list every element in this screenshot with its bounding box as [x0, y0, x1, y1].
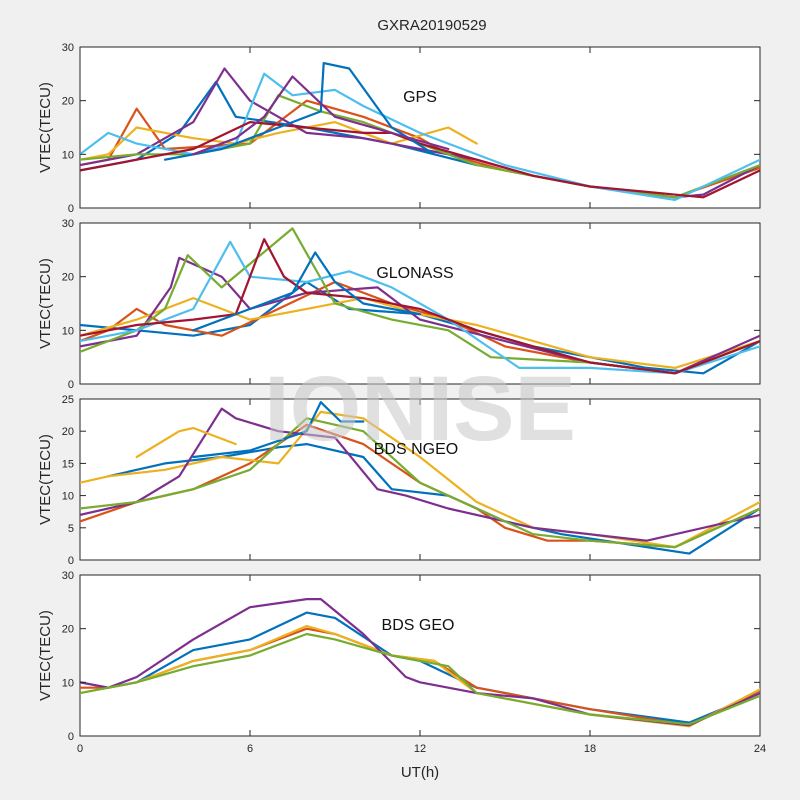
panel-1: 0 10 20 30 VTEC(TECU) GPS: [37, 42, 761, 215]
y-tick-label: 10: [62, 677, 74, 689]
panel-4: 0 10 20 30 0 6 12 18 24 VTEC(TECU) BDS GEO: [37, 570, 766, 755]
y-tick-label: 20: [62, 624, 74, 636]
y-tick-label: 30: [62, 218, 74, 230]
x-tick-label: 18: [584, 743, 596, 755]
series-line-8: [192, 251, 422, 332]
y-tick-label: 10: [62, 149, 74, 161]
y-tick-label: 20: [62, 426, 74, 438]
y-tick-label: 25: [62, 394, 74, 406]
y-axis-label: VTEC(TECU): [37, 434, 54, 525]
series-line-8: [163, 62, 436, 161]
x-tick-label: 6: [247, 743, 253, 755]
series-line-1: [80, 80, 478, 172]
panel-label: GLONASS: [376, 265, 453, 282]
series-group: [80, 62, 760, 201]
series-line-5: [80, 227, 760, 375]
y-tick-label: 20: [62, 96, 74, 108]
plot-area: [79, 46, 761, 209]
y-tick-label: 0: [68, 203, 74, 215]
series-line-3: [80, 121, 478, 161]
panel-label: BDS GEO: [382, 617, 455, 634]
plot-area: [79, 574, 761, 737]
y-tick-label: 30: [62, 570, 74, 582]
panel-3: 0 5 10 15 20 25 VTEC(TECU) BDS NGEO: [37, 394, 761, 567]
series-line-6: [192, 401, 365, 459]
series-line-4: [80, 407, 760, 542]
y-tick-label: 15: [62, 458, 74, 470]
y-tick-label: 0: [68, 555, 74, 567]
series-line-6: [80, 240, 760, 375]
x-tick-label: 0: [77, 743, 83, 755]
y-axis-label: VTEC(TECU): [37, 610, 54, 701]
panel-2: 0 10 20 30 VTEC(TECU) GLONASS: [37, 218, 761, 391]
x-axis-label: UT(h): [401, 764, 439, 781]
series-line-7: [80, 238, 760, 375]
y-tick-label: 10: [62, 491, 74, 503]
y-tick-label: 5: [68, 523, 74, 535]
watermark-text: IONISE: [264, 358, 576, 460]
y-tick-label: 0: [68, 731, 74, 743]
chart-title: GXRA20190529: [377, 17, 486, 34]
y-tick-label: 30: [62, 42, 74, 54]
series-group: [80, 598, 760, 728]
panel-label: BDS NGEO: [374, 441, 458, 458]
panel-label: GPS: [403, 89, 437, 106]
series-line-4: [80, 598, 760, 727]
series-group: [80, 227, 760, 375]
series-line-7: [80, 121, 760, 199]
y-axis-label: VTEC(TECU): [37, 258, 54, 349]
y-tick-label: 0: [68, 379, 74, 391]
x-tick-label: 24: [754, 743, 766, 755]
x-tick-label: 12: [414, 743, 426, 755]
y-tick-label: 10: [62, 325, 74, 337]
plot-area: [79, 398, 761, 561]
y-tick-label: 20: [62, 272, 74, 284]
panels: 0 10 20 30 VTEC(TECU) GPS 0 10 20 30 VTEC(TECU) GLO…: [37, 42, 766, 755]
series-line-5: [80, 417, 760, 549]
series-line-7: [135, 426, 237, 459]
y-axis-label: VTEC(TECU): [37, 82, 54, 173]
series-line-5: [80, 632, 760, 726]
series-group: [80, 401, 760, 555]
series-line-9: [192, 75, 450, 156]
series-line-3: [80, 297, 760, 369]
